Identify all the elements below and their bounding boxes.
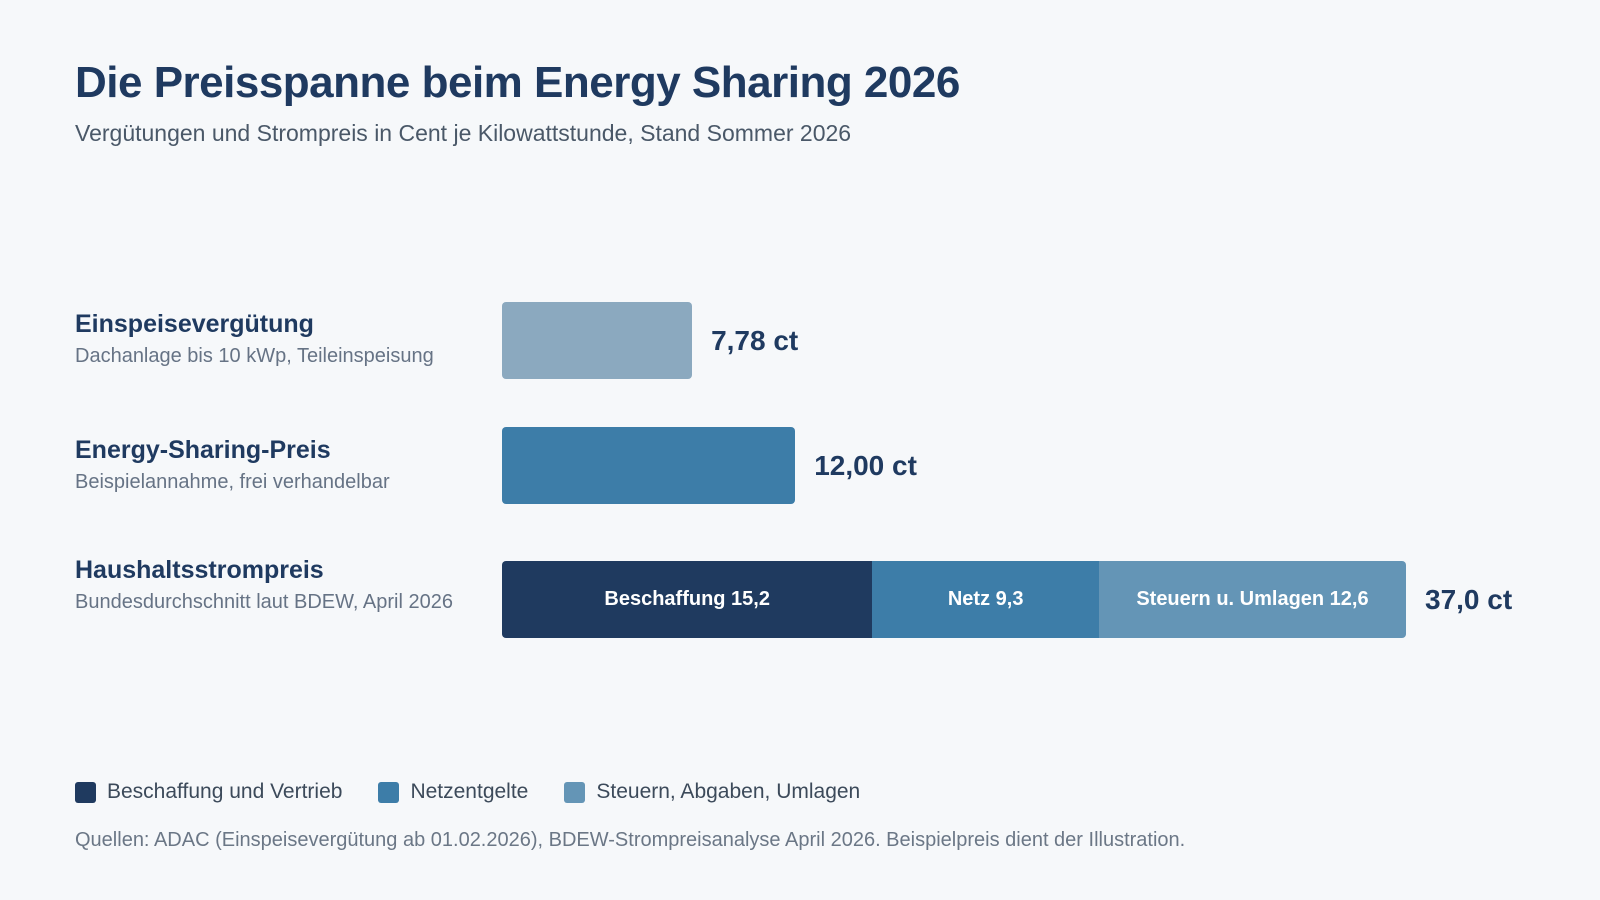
segment-steuern-umlagen: Steuern u. Umlagen 12,6	[1098, 561, 1406, 638]
value-label-energy-sharing-preis: 12,00 ct	[814, 450, 917, 481]
legend-label: Beschaffung und Vertrieb	[107, 780, 343, 803]
row-description: Bundesdurchschnitt laut BDEW, April 2026	[75, 591, 453, 613]
segment-beschaffung: Beschaffung 15,2	[502, 561, 873, 638]
bar-einspeiseverguetung	[502, 302, 693, 379]
legend: Beschaffung und Vertrieb Netzentgelte St…	[75, 780, 860, 804]
value-label-einspeiseverguetung: 7,78 ct	[711, 325, 799, 356]
legend-item-steuern: Steuern, Abgaben, Umlagen	[564, 780, 860, 804]
row-label-haushaltsstrompreis: Haushaltsstrompreis Bundesdurchschnitt l…	[75, 554, 475, 616]
stacked-bar-haushaltsstrompreis: Beschaffung 15,2 Netz 9,3 Steuern u. Uml…	[502, 561, 1406, 638]
row-name: Energy-Sharing-Preis	[75, 436, 331, 464]
bar-energy-sharing-preis	[502, 427, 796, 504]
legend-swatch	[75, 781, 96, 803]
row-label-einspeiseverguetung: Einspeisevergütung Dachanlage bis 10 kWp…	[75, 308, 475, 370]
row-label-energy-sharing-preis: Energy-Sharing-Preis Beispielannahme, fr…	[75, 434, 475, 496]
row-description: Dachanlage bis 10 kWp, Teileinspeisung	[75, 345, 434, 367]
legend-item-netzentgelte: Netzentgelte	[378, 780, 528, 804]
row-name: Einspeisevergütung	[75, 310, 314, 338]
segment-netz: Netz 9,3	[872, 561, 1099, 638]
legend-swatch	[378, 781, 400, 803]
legend-item-beschaffung: Beschaffung und Vertrieb	[75, 780, 342, 804]
source-note: Quellen: ADAC (Einspeisevergütung ab 01.…	[75, 829, 1186, 851]
legend-swatch	[564, 781, 586, 803]
chart-subtitle: Vergütungen und Strompreis in Cent je Ki…	[75, 120, 852, 146]
value-label-haushaltsstrompreis: 37,0 ct	[1425, 584, 1513, 615]
legend-label: Netzentgelte	[410, 780, 529, 803]
row-description: Beispielannahme, frei verhandelbar	[75, 471, 390, 493]
row-name: Haushaltsstrompreis	[75, 556, 324, 584]
chart-title: Die Preisspanne beim Energy Sharing 2026	[75, 58, 960, 107]
legend-label: Steuern, Abgaben, Umlagen	[596, 780, 861, 803]
